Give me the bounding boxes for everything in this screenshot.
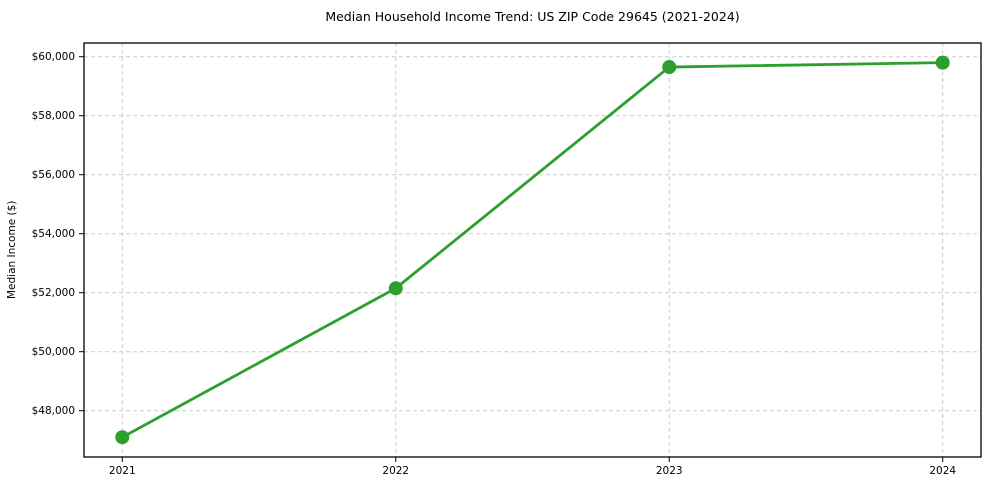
y-tick-label: $48,000 (32, 405, 75, 417)
x-tick-label: 2023 (656, 465, 683, 477)
plot-border (83, 42, 982, 458)
x-tick-label: 2021 (109, 465, 136, 477)
y-tick-label: $50,000 (32, 346, 75, 358)
y-tick-label: $58,000 (32, 110, 75, 122)
data-point (935, 55, 950, 70)
chart-title: Median Household Income Trend: US ZIP Co… (325, 9, 740, 24)
y-tick-label: $60,000 (32, 51, 75, 63)
y-tick-label: $56,000 (32, 169, 75, 181)
x-tick-label: 2024 (929, 465, 956, 477)
x-tick-label: 2022 (382, 465, 409, 477)
trend-line (120, 61, 945, 439)
y-tick-label: $52,000 (32, 287, 75, 299)
data-point (115, 430, 130, 445)
y-tick-label: $54,000 (32, 228, 75, 240)
data-point (662, 60, 677, 75)
data-point (388, 281, 403, 296)
